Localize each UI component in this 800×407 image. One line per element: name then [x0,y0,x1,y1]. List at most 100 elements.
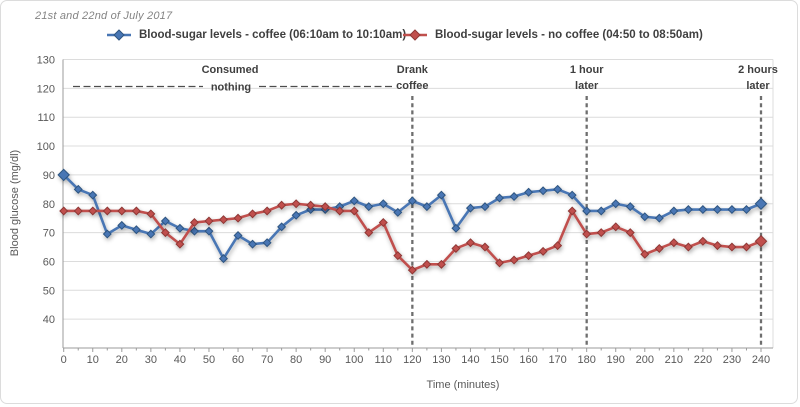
data-point-marker [683,205,693,215]
data-point-marker [175,239,185,249]
data-point-marker [407,265,417,275]
data-point-marker [495,258,505,268]
x-tick-label: 130 [432,354,450,366]
consumed-label-line1: Consumed [202,64,259,76]
series-no-coffee [59,199,768,275]
data-point-marker [625,228,635,238]
data-point-marker [102,206,112,216]
y-tick-label: 60 [43,256,55,268]
data-point-marker [669,238,679,248]
data-point-marker [248,239,258,249]
data-point-marker [349,206,359,216]
x-tick-label: 170 [548,354,566,366]
data-point-marker [422,259,432,269]
x-tick-label: 190 [607,354,625,366]
data-point-marker [741,205,751,215]
data-point-marker [218,215,229,225]
x-tick-label: 220 [694,354,712,366]
annotation-event-240: 2 hours later [738,64,778,92]
x-tick-label: 230 [723,354,741,366]
data-point-marker [741,242,751,252]
legend-marker-coffee-icon [107,29,131,41]
data-point-marker [553,241,563,251]
data-point-marker [335,206,345,216]
chart-date-title: 21st and 22nd of July 2017 [35,10,173,22]
data-point-marker [567,206,577,216]
data-point-marker [596,206,606,216]
legend: Blood-sugar levels - coffee (06:10am to … [1,29,797,45]
data-point-marker [669,206,679,216]
data-point-marker [654,213,664,223]
x-tick-label: 10 [87,354,99,366]
data-point-marker [654,243,664,253]
data-point-marker [349,196,359,206]
data-point-marker [480,242,490,252]
x-tick-label: 120 [403,354,421,366]
y-tick-label: 120 [37,83,55,95]
x-tick-label: 200 [636,354,654,366]
y-tick-label: 130 [37,55,55,67]
x-axis-title: Time (minutes) [427,379,500,391]
x-tick-label: 60 [232,354,244,366]
data-point-marker [611,199,621,209]
data-point-marker [451,223,461,233]
data-point-marker [495,193,505,203]
data-point-marker [131,206,141,216]
data-point-marker [160,228,170,238]
data-point-marker [57,168,71,182]
event-label-line2: later [746,80,770,92]
data-point-marker [117,206,127,216]
data-point-marker [754,197,768,211]
x-tick-label: 50 [203,354,215,366]
data-point-marker [204,226,214,236]
event-lines [411,96,763,347]
x-tick-label: 150 [490,354,508,366]
x-tick-label: 30 [145,354,157,366]
data-point-marker [117,220,127,230]
data-point-marker [480,202,490,212]
data-point-marker [277,222,287,232]
data-point-marker [524,251,534,261]
legend-marker-no-coffee-icon [403,29,427,41]
data-point-marker [538,246,548,256]
y-tick-label: 110 [37,112,55,124]
data-point-marker [538,186,548,196]
data-point-marker [102,229,112,239]
annotation-event-120: Drank coffee [396,64,429,92]
legend-item-no-coffee: Blood-sugar levels - no coffee (04:50 to… [403,29,703,41]
data-point-marker [378,217,388,228]
annotation-consumed-nothing: Consumed nothing [73,64,393,94]
data-point-marker [73,184,83,194]
consumed-label-line2: nothing [211,82,251,94]
data-point-marker [698,205,708,215]
data-point-marker [306,200,316,210]
data-point-marker [436,259,446,269]
data-point-marker [727,242,737,252]
data-point-marker [509,255,519,265]
data-point-marker [582,206,592,216]
data-point-marker [218,254,229,264]
y-tick-label: 80 [43,199,55,211]
data-point-marker [567,190,577,200]
y-tick-label: 100 [37,141,55,153]
data-point-marker [465,203,475,213]
data-point-marker [262,206,272,216]
data-point-marker [640,212,650,222]
data-point-marker [451,243,461,253]
data-point-marker [320,202,330,212]
data-point-marker [393,251,403,261]
x-tick-label: 210 [665,354,683,366]
event-label-line2: coffee [396,80,428,92]
event-label-line1: Drank [397,64,429,76]
x-tick-label: 140 [461,354,479,366]
data-point-marker [88,206,98,216]
data-point-marker [407,196,417,206]
x-tick-label: 40 [174,354,186,366]
x-tick-label: 90 [319,354,331,366]
x-tick-label: 0 [61,354,67,366]
data-point-marker [422,202,432,212]
data-point-marker [146,229,156,239]
event-label-line2: later [575,80,599,92]
data-point-marker [248,209,258,219]
